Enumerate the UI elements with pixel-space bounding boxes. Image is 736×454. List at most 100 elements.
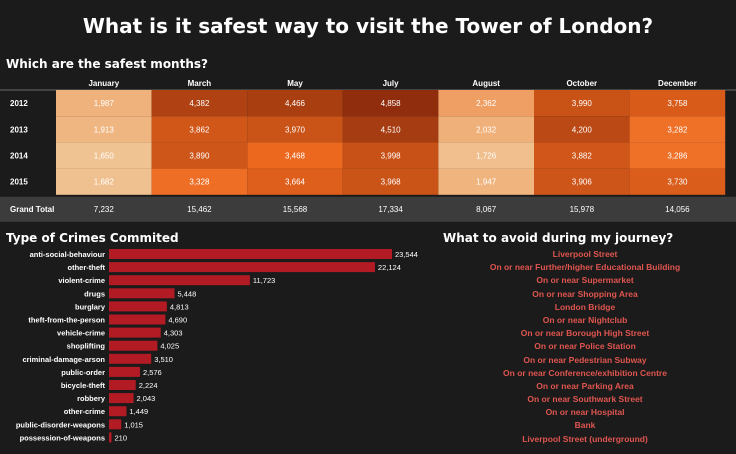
heatmap-column-label: July xyxy=(383,79,400,88)
heatmap-cell xyxy=(438,142,534,169)
heatmap-cell xyxy=(438,116,534,143)
heatmap-cell-value: 4,382 xyxy=(189,99,210,108)
heatmap-cell-value: 3,906 xyxy=(572,178,593,187)
heatmap-cell xyxy=(151,90,248,117)
heatmap-cell xyxy=(629,142,726,169)
avoid-item: On or near Southwark Street xyxy=(527,394,643,405)
heatmap-cell-value: 1,682 xyxy=(94,178,115,187)
avoid-item: Bank xyxy=(574,420,596,431)
crime-bar-chart: anti-social-behaviour 23,544 other-theft 22… xyxy=(16,249,418,443)
avoid-item: On or near Conference/exhibition Centre xyxy=(503,367,667,378)
crime-bar xyxy=(109,301,167,312)
heatmap-cell-value: 3,882 xyxy=(572,152,593,161)
heatmap-cell-value: 3,862 xyxy=(189,125,210,134)
bar-value-label: 210 xyxy=(115,433,128,442)
heatmap-cell-value: 3,730 xyxy=(667,178,688,187)
heatmap-cell xyxy=(629,116,726,143)
bar-category-label: other-theft xyxy=(68,263,106,272)
crime-bar xyxy=(109,353,152,364)
heatmap-column-label: August xyxy=(472,79,500,88)
crime-bar xyxy=(109,275,250,286)
crime-bar xyxy=(109,288,175,299)
bar-category-label: violent-crime xyxy=(58,276,105,285)
heatmap-column-label: December xyxy=(658,79,697,88)
heatmap-cell-value: 3,970 xyxy=(285,125,306,134)
heatmap-row-label: 2015 xyxy=(10,178,28,187)
page-title: What is it safest way to visit the Tower… xyxy=(82,14,654,38)
heatmap-cell xyxy=(247,168,343,195)
heatmap-cell xyxy=(56,90,152,117)
grand-total-value: 8,067 xyxy=(476,205,497,214)
heatmap-cell xyxy=(342,142,439,169)
heatmap-cell-value: 3,328 xyxy=(189,178,210,187)
crime-bar xyxy=(109,340,158,351)
bar-value-label: 2,224 xyxy=(139,381,158,390)
bar-value-label: 3,510 xyxy=(154,355,173,364)
bar-category-label: anti-social-behaviour xyxy=(30,250,106,259)
heatmap-cell xyxy=(534,116,630,143)
heatmap-cell-value: 3,998 xyxy=(381,152,402,161)
avoid-item: On or near Hospital xyxy=(545,407,625,418)
bar-category-label: theft-from-the-person xyxy=(28,316,105,325)
heatmap-cell-value: 3,286 xyxy=(667,152,688,161)
bar-chart-title: Type of Crimes Commited xyxy=(6,231,179,245)
bar-value-label: 1,449 xyxy=(129,407,148,416)
crime-bar xyxy=(109,249,392,259)
avoid-item: Liverpool Street (underground) xyxy=(522,433,648,444)
heatmap-cell xyxy=(151,168,248,195)
heatmap-cell xyxy=(534,142,630,169)
crime-bar xyxy=(109,432,112,443)
avoid-list: Liverpool Street On or near Further/highe… xyxy=(435,248,735,446)
heatmap-cell xyxy=(247,116,343,143)
crime-bar xyxy=(109,380,136,390)
crime-bar xyxy=(109,393,134,404)
heatmap-row-label: 2014 xyxy=(10,152,28,161)
heatmap-column-label: January xyxy=(88,79,119,88)
grand-total-value: 17,334 xyxy=(378,205,403,214)
avoid-item: Liverpool Street xyxy=(552,249,618,259)
bar-value-label: 23,544 xyxy=(395,250,418,259)
grand-total-label: Grand Total xyxy=(10,205,54,214)
avoid-list-title: What to avoid during my journey? xyxy=(443,231,674,245)
heatmap-cell xyxy=(151,116,248,143)
heatmap-column-label: March xyxy=(188,79,212,88)
heatmap-cell-value: 1,947 xyxy=(476,178,497,187)
heatmap-cell xyxy=(56,168,152,195)
bar-category-label: criminal-damage-arson xyxy=(22,355,105,364)
heatmap-cell xyxy=(534,168,630,195)
heatmap-column-label: October xyxy=(566,79,597,88)
crime-bar xyxy=(109,327,161,338)
heatmap-cell-value: 1,987 xyxy=(94,99,115,108)
avoid-item: On or near Nightclub xyxy=(542,314,628,325)
heatmap-cell-value: 1,726 xyxy=(476,152,497,161)
avoid-item: On or near Shopping Area xyxy=(532,288,638,299)
bar-value-label: 2,576 xyxy=(143,368,162,377)
heatmap-cell-value: 2,362 xyxy=(476,99,497,108)
heatmap-cell-value: 3,758 xyxy=(667,99,688,108)
heatmap-cell-value: 4,466 xyxy=(285,99,306,108)
avoid-item: London Bridge xyxy=(554,301,616,312)
avoid-item: On or near Police Station xyxy=(534,341,636,352)
heatmap-row-label: 2012 xyxy=(10,99,28,108)
bar-category-label: burglary xyxy=(75,302,106,311)
crime-bar xyxy=(109,366,140,377)
heatmap-cell-value: 1,913 xyxy=(94,125,115,134)
heatmap-cell-value: 4,200 xyxy=(572,125,593,134)
heatmap-cell xyxy=(438,168,534,195)
grand-total-value: 15,978 xyxy=(570,205,595,214)
bar-category-label: public-disorder-weapons xyxy=(16,420,105,429)
grand-total-row xyxy=(0,196,736,222)
bar-value-label: 11,723 xyxy=(253,276,275,285)
crime-bar xyxy=(109,262,375,273)
grand-total-value: 15,462 xyxy=(187,205,212,214)
crime-bar xyxy=(109,314,166,325)
heatmap-cell-value: 4,510 xyxy=(381,125,402,134)
heatmap-cell xyxy=(56,116,152,143)
crime-bar xyxy=(109,419,122,430)
bar-category-label: shoplifting xyxy=(67,342,106,351)
avoid-item: On or near Borough High Street xyxy=(520,328,650,339)
bar-category-label: other-crime xyxy=(64,407,105,416)
heatmap-cell-value: 1,650 xyxy=(94,152,115,161)
heatmap-column-label: May xyxy=(287,79,303,88)
heatmap-cell xyxy=(342,90,439,117)
